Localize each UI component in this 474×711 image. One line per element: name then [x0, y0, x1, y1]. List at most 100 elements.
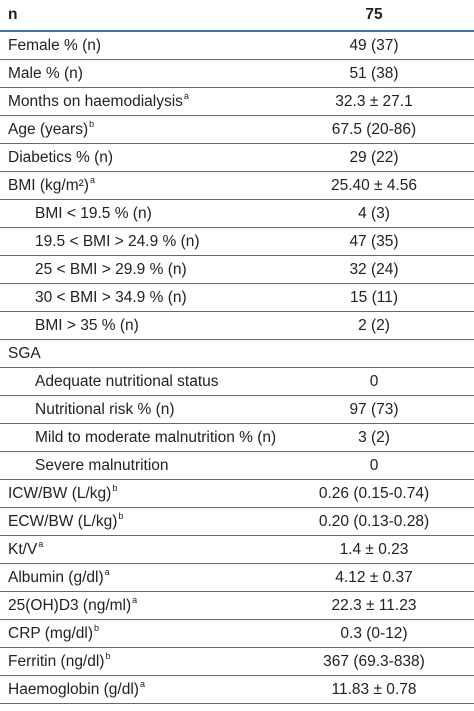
row-value: 0.26 (0.15-0.74) — [318, 484, 430, 502]
table-row: Ferritin (ng/dl)b 367 (69.3-838) — [0, 648, 474, 676]
table-row: Severe malnutrition 0 — [0, 452, 474, 480]
table-row: SGA — [0, 340, 474, 368]
table-row: 25(OH)D3 (ng/ml)a 22.3 ± 11.23 — [0, 592, 474, 620]
row-label-text: Male % (n) — [8, 64, 83, 82]
row-label: Diabetics % (n) — [0, 149, 280, 167]
header-label: n — [8, 6, 18, 23]
row-value: 49 (37) — [349, 36, 399, 54]
row-label-text: 19.5 < BMI > 24.9 % (n) — [35, 232, 200, 250]
table-row: Male % (n) 51 (38) — [0, 60, 474, 88]
row-label-text: ICW/BW (L/kg) — [8, 484, 112, 502]
row-label-text: Female % (n) — [8, 36, 102, 54]
table-row: BMI > 35 % (n) 2 (2) — [0, 312, 474, 340]
table-row: Months on haemodialysisa 32.3 ± 27.1 — [0, 88, 474, 116]
row-label-text: 25 < BMI > 29.9 % (n) — [35, 260, 187, 278]
row-value: 67.5 (20-86) — [331, 120, 417, 138]
table-row: Diabetics % (n) 29 (22) — [0, 144, 474, 172]
footnote-marker: a — [89, 175, 95, 186]
row-value: 32.3 ± 27.1 — [335, 92, 413, 110]
row-value: 0.20 (0.13-0.28) — [318, 512, 430, 530]
row-label: Albumin (g/dl)a — [0, 567, 280, 587]
row-label: Female % (n) — [0, 37, 280, 55]
row-label: ECW/BW (L/kg)b — [0, 511, 280, 531]
row-label: SGA — [0, 345, 280, 363]
row-label: 30 < BMI > 34.9 % (n) — [0, 289, 280, 307]
row-value: 32 (24) — [349, 260, 399, 278]
table-row: Mild to moderate malnutrition % (n) 3 (2) — [0, 424, 474, 452]
footnote-marker: b — [89, 119, 95, 130]
row-label-text: BMI (kg/m²) — [8, 176, 89, 194]
footnote-marker: a — [139, 679, 145, 690]
row-label-text: 30 < BMI > 34.9 % (n) — [35, 288, 187, 306]
row-value: 0 — [369, 456, 379, 474]
row-value: 15 (11) — [350, 288, 398, 306]
footnote-marker: a — [183, 91, 189, 102]
row-value: 367 (69.3-838) — [323, 652, 425, 670]
row-label-text: Kt/V — [8, 540, 38, 558]
row-label-text: Age (years) — [8, 120, 89, 138]
table-row: Age (years)b 67.5 (20-86) — [0, 116, 474, 144]
footnote-marker: a — [132, 595, 138, 606]
row-value: 3 (2) — [358, 428, 390, 446]
row-value: 0 — [369, 372, 379, 390]
row-label: ICW/BW (L/kg)b — [0, 483, 280, 503]
row-label-text: Diabetics % (n) — [8, 148, 114, 166]
table-row: Haemoglobin (g/dl)a 11.83 ± 0.78 — [0, 676, 474, 704]
footnote-marker: b — [118, 511, 124, 522]
table-row: BMI < 19.5 % (n) 4 (3) — [0, 200, 474, 228]
table-row: 19.5 < BMI > 24.9 % (n) 47 (35) — [0, 228, 474, 256]
row-value: 4 (3) — [358, 204, 390, 222]
row-label-text: ECW/BW (L/kg) — [8, 512, 118, 530]
row-label: Age (years)b — [0, 119, 280, 139]
row-label: Mild to moderate malnutrition % (n) — [0, 429, 280, 447]
row-label-text: 25(OH)D3 (ng/ml) — [8, 596, 132, 614]
row-label: 25(OH)D3 (ng/ml)a — [0, 595, 280, 615]
row-value: 25.40 ± 4.56 — [330, 176, 418, 194]
row-label-text: Adequate nutritional status — [35, 372, 219, 390]
row-label-text: Mild to moderate malnutrition % (n) — [35, 428, 277, 446]
header-value: 75 — [365, 6, 383, 23]
row-label: Kt/Va — [0, 539, 280, 559]
row-label: Nutritional risk % (n) — [0, 401, 280, 419]
row-label-text: Months on haemodialysis — [8, 92, 183, 110]
row-label-text: CRP (mg/dl) — [8, 624, 93, 642]
row-label-text: BMI < 19.5 % (n) — [35, 204, 152, 222]
row-label-text: SGA — [8, 344, 41, 362]
row-label: Male % (n) — [0, 65, 280, 83]
row-label-text: Haemoglobin (g/dl) — [8, 680, 139, 698]
row-label-text: BMI > 35 % (n) — [35, 316, 139, 334]
footnote-marker: b — [93, 623, 99, 634]
row-value: 0.3 (0-12) — [340, 624, 408, 642]
row-value: 29 (22) — [349, 148, 399, 166]
footnote-marker: a — [104, 567, 110, 578]
table-header-row: n 75 — [0, 0, 474, 32]
row-value: 97 (73) — [349, 400, 399, 418]
table-row: Female % (n) 49 (37) — [0, 32, 474, 60]
row-value: 51 (38) — [349, 64, 399, 82]
row-label: Haemoglobin (g/dl)a — [0, 679, 280, 699]
row-label: Severe malnutrition — [0, 457, 280, 475]
table-row: Kt/Va 1.4 ± 0.23 — [0, 536, 474, 564]
footnote-marker: b — [112, 483, 118, 494]
row-label: Adequate nutritional status — [0, 373, 280, 391]
row-label-text: Severe malnutrition — [35, 456, 169, 474]
table-row: BMI (kg/m²)a 25.40 ± 4.56 — [0, 172, 474, 200]
table-row: Adequate nutritional status 0 — [0, 368, 474, 396]
row-label: 19.5 < BMI > 24.9 % (n) — [0, 233, 280, 251]
row-label: BMI > 35 % (n) — [0, 317, 280, 335]
row-value: 22.3 ± 11.23 — [331, 596, 417, 614]
row-value: 11.83 ± 0.78 — [331, 680, 417, 698]
table-row: Nutritional risk % (n) 97 (73) — [0, 396, 474, 424]
row-label-text: Ferritin (ng/dl) — [8, 652, 105, 670]
row-label: CRP (mg/dl)b — [0, 623, 280, 643]
row-label-text: Albumin (g/dl) — [8, 568, 104, 586]
row-label: Ferritin (ng/dl)b — [0, 652, 280, 671]
row-label: 25 < BMI > 29.9 % (n) — [0, 261, 280, 279]
table-row: ECW/BW (L/kg)b 0.20 (0.13-0.28) — [0, 508, 474, 536]
footnote-marker: a — [38, 539, 44, 550]
row-label: BMI (kg/m²)a — [0, 175, 280, 195]
row-label: Months on haemodialysisa — [0, 91, 280, 111]
table-row: 30 < BMI > 34.9 % (n) 15 (11) — [0, 284, 474, 312]
row-label-text: Nutritional risk % (n) — [35, 400, 175, 418]
